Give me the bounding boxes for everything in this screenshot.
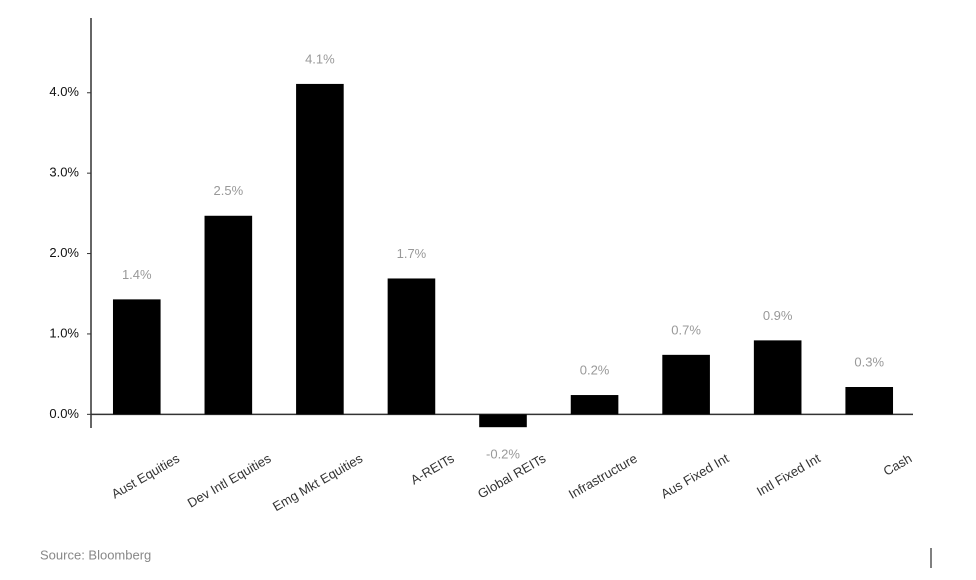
value-label: 1.7% — [397, 246, 427, 261]
x-tick-label: Intl Fixed Int — [754, 450, 823, 499]
x-tick-label: Aus Fixed Int — [658, 450, 732, 501]
source-note: Source: Bloomberg — [40, 547, 151, 562]
x-tick-label: Emg Mkt Equities — [270, 450, 366, 514]
y-tick-label: 4.0% — [49, 84, 79, 99]
bar — [753, 340, 802, 415]
value-label: -0.2% — [486, 447, 520, 462]
y-tick-label: 1.0% — [49, 325, 79, 340]
bar — [112, 299, 161, 415]
bar — [387, 278, 436, 415]
y-tick-label: 2.0% — [49, 245, 79, 260]
bar — [662, 354, 710, 415]
value-label: 1.4% — [122, 267, 152, 282]
bar — [570, 395, 619, 415]
value-label: 2.5% — [214, 183, 244, 198]
value-label: 4.1% — [305, 51, 335, 66]
bar — [845, 387, 894, 415]
value-label: 0.7% — [671, 322, 701, 337]
bar — [479, 414, 527, 428]
value-label: 0.9% — [763, 308, 793, 323]
bar — [296, 83, 344, 415]
x-tick-label: Cash — [881, 451, 915, 479]
x-tick-label: Infrastructure — [566, 451, 640, 502]
value-label: 0.2% — [580, 362, 610, 377]
value-label: 0.3% — [854, 354, 884, 369]
x-tick-label: Aust Equities — [109, 450, 183, 501]
y-tick-label: 0.0% — [49, 406, 79, 421]
y-tick-label: 3.0% — [49, 165, 79, 180]
x-tick-label: Dev Intl Equities — [185, 450, 274, 510]
bar — [204, 215, 253, 415]
x-tick-label: A-REITs — [408, 450, 457, 487]
